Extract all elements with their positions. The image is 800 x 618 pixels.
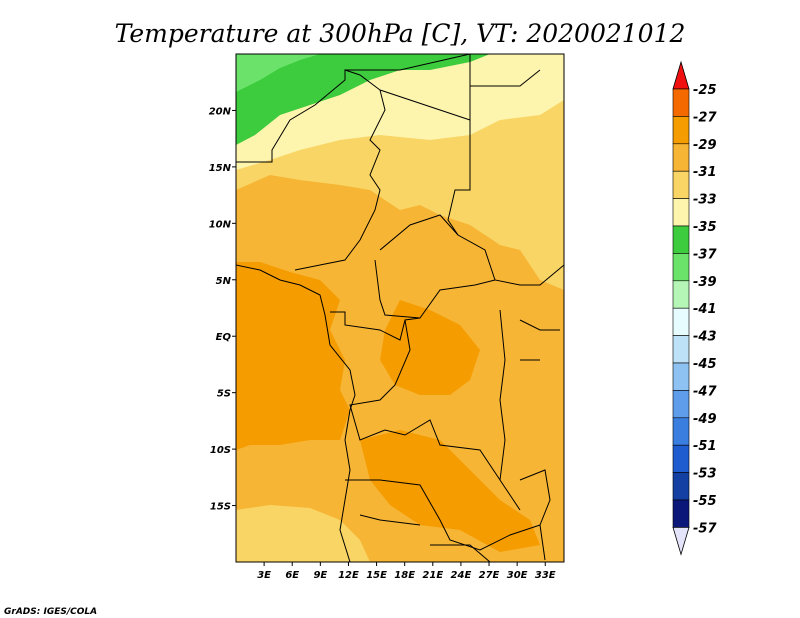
- colorbar-swatch: [672, 225, 690, 254]
- colorbar-swatch: [672, 88, 690, 117]
- colorbar-label: -41: [693, 302, 717, 317]
- colorbar-label: -31: [693, 165, 717, 180]
- colorbar-swatch: [672, 472, 690, 501]
- lon-label: 27E: [479, 570, 500, 581]
- map-title: Temperature at 300hPa [C], VT: 202002101…: [115, 19, 686, 48]
- colorbar-swatch: [672, 444, 690, 473]
- colorbar-label: -27: [693, 110, 717, 125]
- colorbar-swatch: [672, 170, 690, 199]
- lon-label: 15E: [366, 570, 387, 581]
- colorbar-bottom-arrow: [672, 527, 690, 556]
- lat-label: 20N: [209, 106, 232, 117]
- colorbar-label: -49: [693, 412, 717, 427]
- colorbar-label: -33: [693, 193, 717, 208]
- band-minus-37: [236, 54, 490, 145]
- colorbar-label: -45: [693, 357, 717, 372]
- colorbar-label: -43: [693, 330, 717, 345]
- lon-label: 9E: [313, 570, 327, 581]
- colorbar-top-arrow: [672, 60, 690, 90]
- grads-credit: GrADS: IGES/COLA: [4, 607, 97, 617]
- lat-label: 5S: [217, 389, 231, 400]
- lat-label: EQ: [216, 332, 232, 343]
- lat-label: 10S: [210, 445, 231, 456]
- colorbar-swatch: [672, 143, 690, 172]
- colorbar-swatch: [672, 390, 690, 419]
- temperature-field: [236, 54, 564, 562]
- colorbar-swatch: [672, 198, 690, 227]
- colorbar-swatch: [672, 499, 690, 528]
- lon-label: 33E: [535, 570, 556, 581]
- latitude-axis: 20N 15N 10N 5N EQ 5S 10S 15S: [209, 106, 236, 513]
- colorbar-label: -47: [693, 384, 717, 399]
- colorbar: -25 -27 -29 -31 -33 -35 -37 -39 -41 -43 -45 -47 -49 -…: [672, 60, 717, 556]
- band-minus-29-congo: [380, 300, 480, 395]
- colorbar-label: -51: [693, 439, 717, 454]
- lon-label: 6E: [285, 570, 299, 581]
- colorbar-swatch: [672, 417, 690, 446]
- colorbar-label: -35: [693, 220, 717, 235]
- lon-label: 18E: [394, 570, 415, 581]
- colorbar-swatch: [672, 253, 690, 282]
- band-minus-29-south: [360, 430, 540, 552]
- lon-label: 12E: [338, 570, 359, 581]
- colorbar-label: -29: [693, 138, 717, 153]
- lat-label: 10N: [209, 219, 232, 230]
- colorbar-label: -53: [693, 467, 717, 482]
- colorbar-swatch: [672, 335, 690, 364]
- colorbar-label: -55: [693, 494, 717, 509]
- map-frame: [235, 53, 565, 563]
- colorbar-swatch: [672, 362, 690, 391]
- colorbar-label: -39: [693, 275, 717, 290]
- band-minus-39: [236, 54, 320, 92]
- lat-label: 15N: [209, 163, 232, 174]
- colorbar-swatch: [672, 307, 690, 336]
- colorbar-swatch: [672, 280, 690, 309]
- lon-label: 3E: [257, 570, 271, 581]
- lat-label: 15S: [210, 502, 231, 513]
- band-minus-29-west: [236, 262, 350, 450]
- country-borders: [236, 54, 564, 562]
- colorbar-label: -37: [693, 247, 717, 262]
- band-minus-31-southwest: [236, 505, 370, 562]
- lat-label: 5N: [216, 276, 232, 287]
- longitude-axis: 3E 6E 9E 12E 15E 18E 21E 24E 27E 30E 33E: [257, 562, 556, 581]
- colorbar-label: -57: [693, 521, 717, 536]
- lon-label: 30E: [507, 570, 528, 581]
- colorbar-label: -25: [693, 83, 717, 98]
- lon-label: 24E: [451, 570, 472, 581]
- colorbar-swatch: [672, 116, 690, 145]
- lon-label: 21E: [422, 570, 443, 581]
